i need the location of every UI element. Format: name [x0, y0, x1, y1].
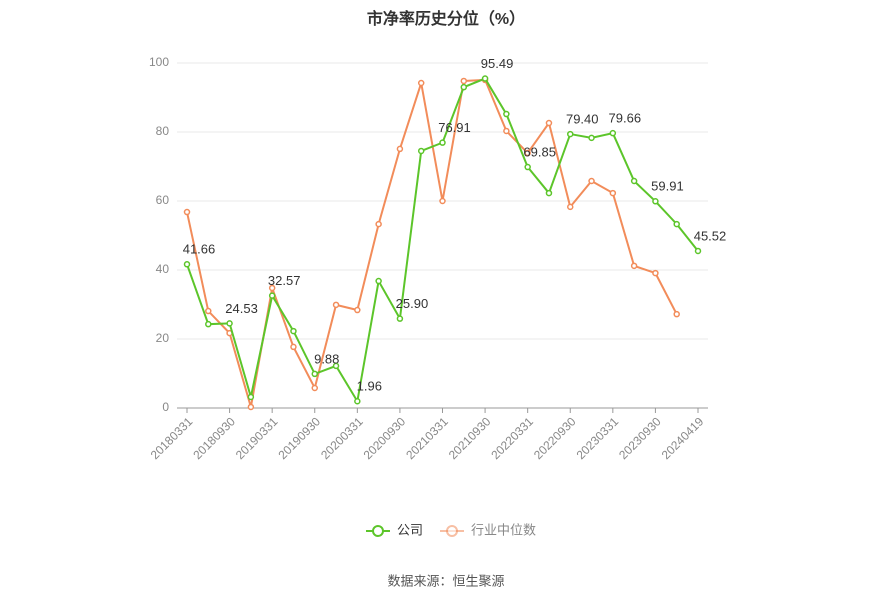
x-tick-label: 20230930	[616, 414, 664, 462]
data-label: 41.66	[183, 242, 216, 257]
data-point	[290, 343, 297, 351]
x-tick-label: 20220331	[488, 414, 536, 462]
data-point	[652, 198, 659, 205]
x-tick-label: 20210930	[446, 414, 494, 462]
x-tick-label: 20200331	[318, 414, 366, 462]
y-tick-label: 20	[156, 331, 170, 345]
data-label: 79.40	[566, 112, 599, 127]
data-point	[375, 277, 382, 285]
legend-label: 行业中位数	[471, 522, 536, 537]
data-point	[375, 220, 382, 228]
legend-label: 公司	[397, 522, 423, 537]
x-tick-label: 20190930	[275, 414, 323, 462]
data-point	[630, 262, 638, 270]
data-point	[268, 284, 276, 292]
data-point	[226, 320, 233, 327]
data-label: 45.52	[694, 228, 727, 243]
data-label: 76.91	[438, 120, 471, 135]
data-point	[694, 247, 702, 255]
y-tick-label: 80	[156, 124, 170, 138]
data-point	[396, 145, 404, 153]
data-point	[652, 269, 659, 277]
data-label: 1.96	[357, 379, 382, 394]
data-point	[673, 220, 680, 228]
x-tick-label: 20180930	[190, 414, 238, 462]
data-point	[545, 119, 553, 127]
y-tick-label: 100	[149, 55, 169, 69]
data-point	[481, 75, 489, 82]
data-point	[567, 130, 574, 138]
data-point	[354, 397, 361, 405]
data-label: 95.49	[481, 56, 514, 71]
legend-marker	[446, 525, 458, 537]
data-point	[247, 403, 255, 411]
x-tick-label: 20220930	[531, 414, 579, 462]
x-tick-label: 20200930	[361, 414, 409, 462]
data-point	[588, 134, 595, 142]
y-tick-label: 60	[156, 193, 170, 207]
data-point	[332, 301, 340, 309]
data-point	[503, 127, 510, 135]
y-tick-label: 0	[162, 400, 169, 414]
data-point	[545, 189, 553, 197]
data-point	[524, 163, 531, 171]
data-point	[183, 208, 191, 216]
data-point	[588, 177, 595, 185]
data-point	[673, 310, 680, 318]
x-tick-label: 20240419	[659, 414, 707, 462]
x-tick-label: 20190331	[233, 414, 281, 462]
chart-title: 市净率历史分位（%）	[367, 9, 525, 28]
data-point	[290, 327, 297, 335]
data-point	[311, 370, 318, 378]
data-label: 59.91	[651, 179, 684, 194]
data-point	[439, 197, 446, 205]
data-point	[609, 189, 617, 197]
data-point	[503, 110, 510, 118]
data-point	[417, 79, 425, 87]
data-point	[311, 384, 318, 392]
data-point	[205, 320, 212, 328]
data-point	[247, 393, 255, 401]
legend-item[interactable]: 行业中位数	[440, 522, 536, 537]
data-label: 32.57	[268, 273, 301, 288]
x-tick-label: 20210331	[403, 414, 451, 462]
y-tick-label: 40	[156, 262, 170, 276]
legend-marker	[372, 525, 384, 537]
data-label: 25.90	[396, 296, 429, 311]
data-point	[524, 149, 531, 157]
data-label: 79.66	[609, 111, 642, 126]
data-point	[609, 129, 617, 137]
data-point	[630, 177, 638, 185]
data-point	[354, 306, 361, 314]
data-point	[205, 307, 212, 315]
data-point	[460, 77, 468, 85]
data-label: 9.88	[314, 351, 339, 366]
data-point	[396, 315, 404, 322]
data-label: 69.85	[523, 144, 556, 159]
data-label: 24.53	[225, 301, 258, 316]
legend-item[interactable]: 公司	[366, 522, 423, 537]
data-point	[567, 203, 574, 211]
data-point	[460, 83, 468, 91]
series-line	[186, 78, 678, 408]
data-point	[268, 292, 276, 299]
data-point	[439, 139, 446, 146]
source-note: 数据来源：恒生聚源	[387, 573, 504, 588]
data-point	[332, 362, 340, 370]
x-tick-label: 20180331	[148, 414, 196, 462]
x-tick-label: 20230331	[574, 414, 622, 462]
data-point	[183, 261, 191, 268]
data-point	[417, 147, 425, 155]
